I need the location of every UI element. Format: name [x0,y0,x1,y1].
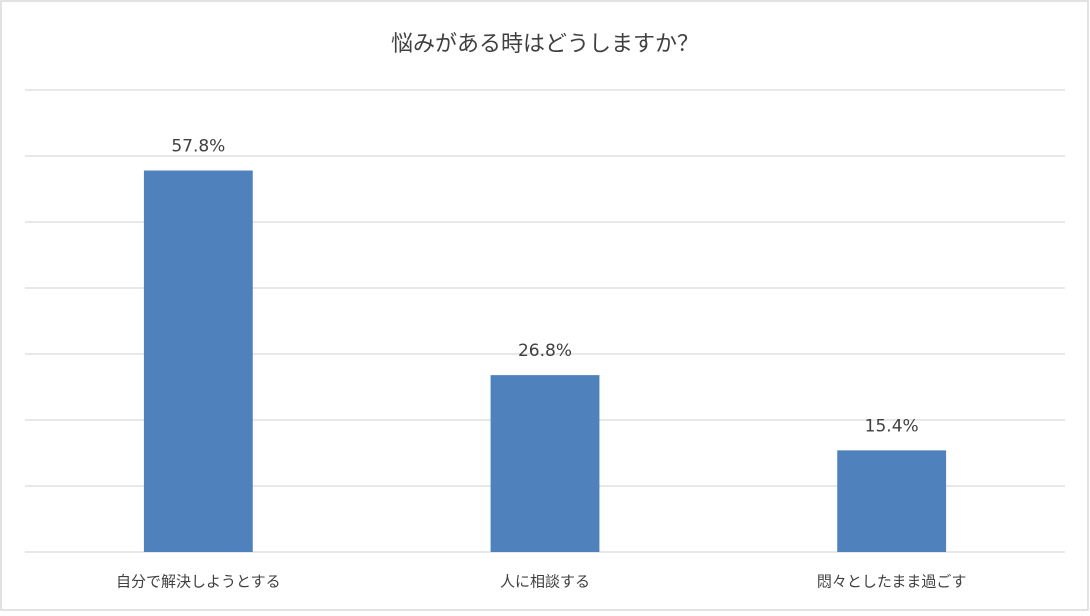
bar [490,375,600,552]
bar [837,450,947,552]
bar [143,170,253,552]
value-label: 57.8% [171,137,225,157]
x-tick-label: 悶々としたまま過ごす [817,573,967,591]
x-tick-label: 人に相談する [500,573,590,591]
value-label: 15.4% [865,416,919,436]
chart-title: 悩みがある時はどうしますか？ [391,32,699,57]
value-label: 26.8% [518,341,572,361]
x-tick-label: 自分で解決しようとする [116,573,281,591]
